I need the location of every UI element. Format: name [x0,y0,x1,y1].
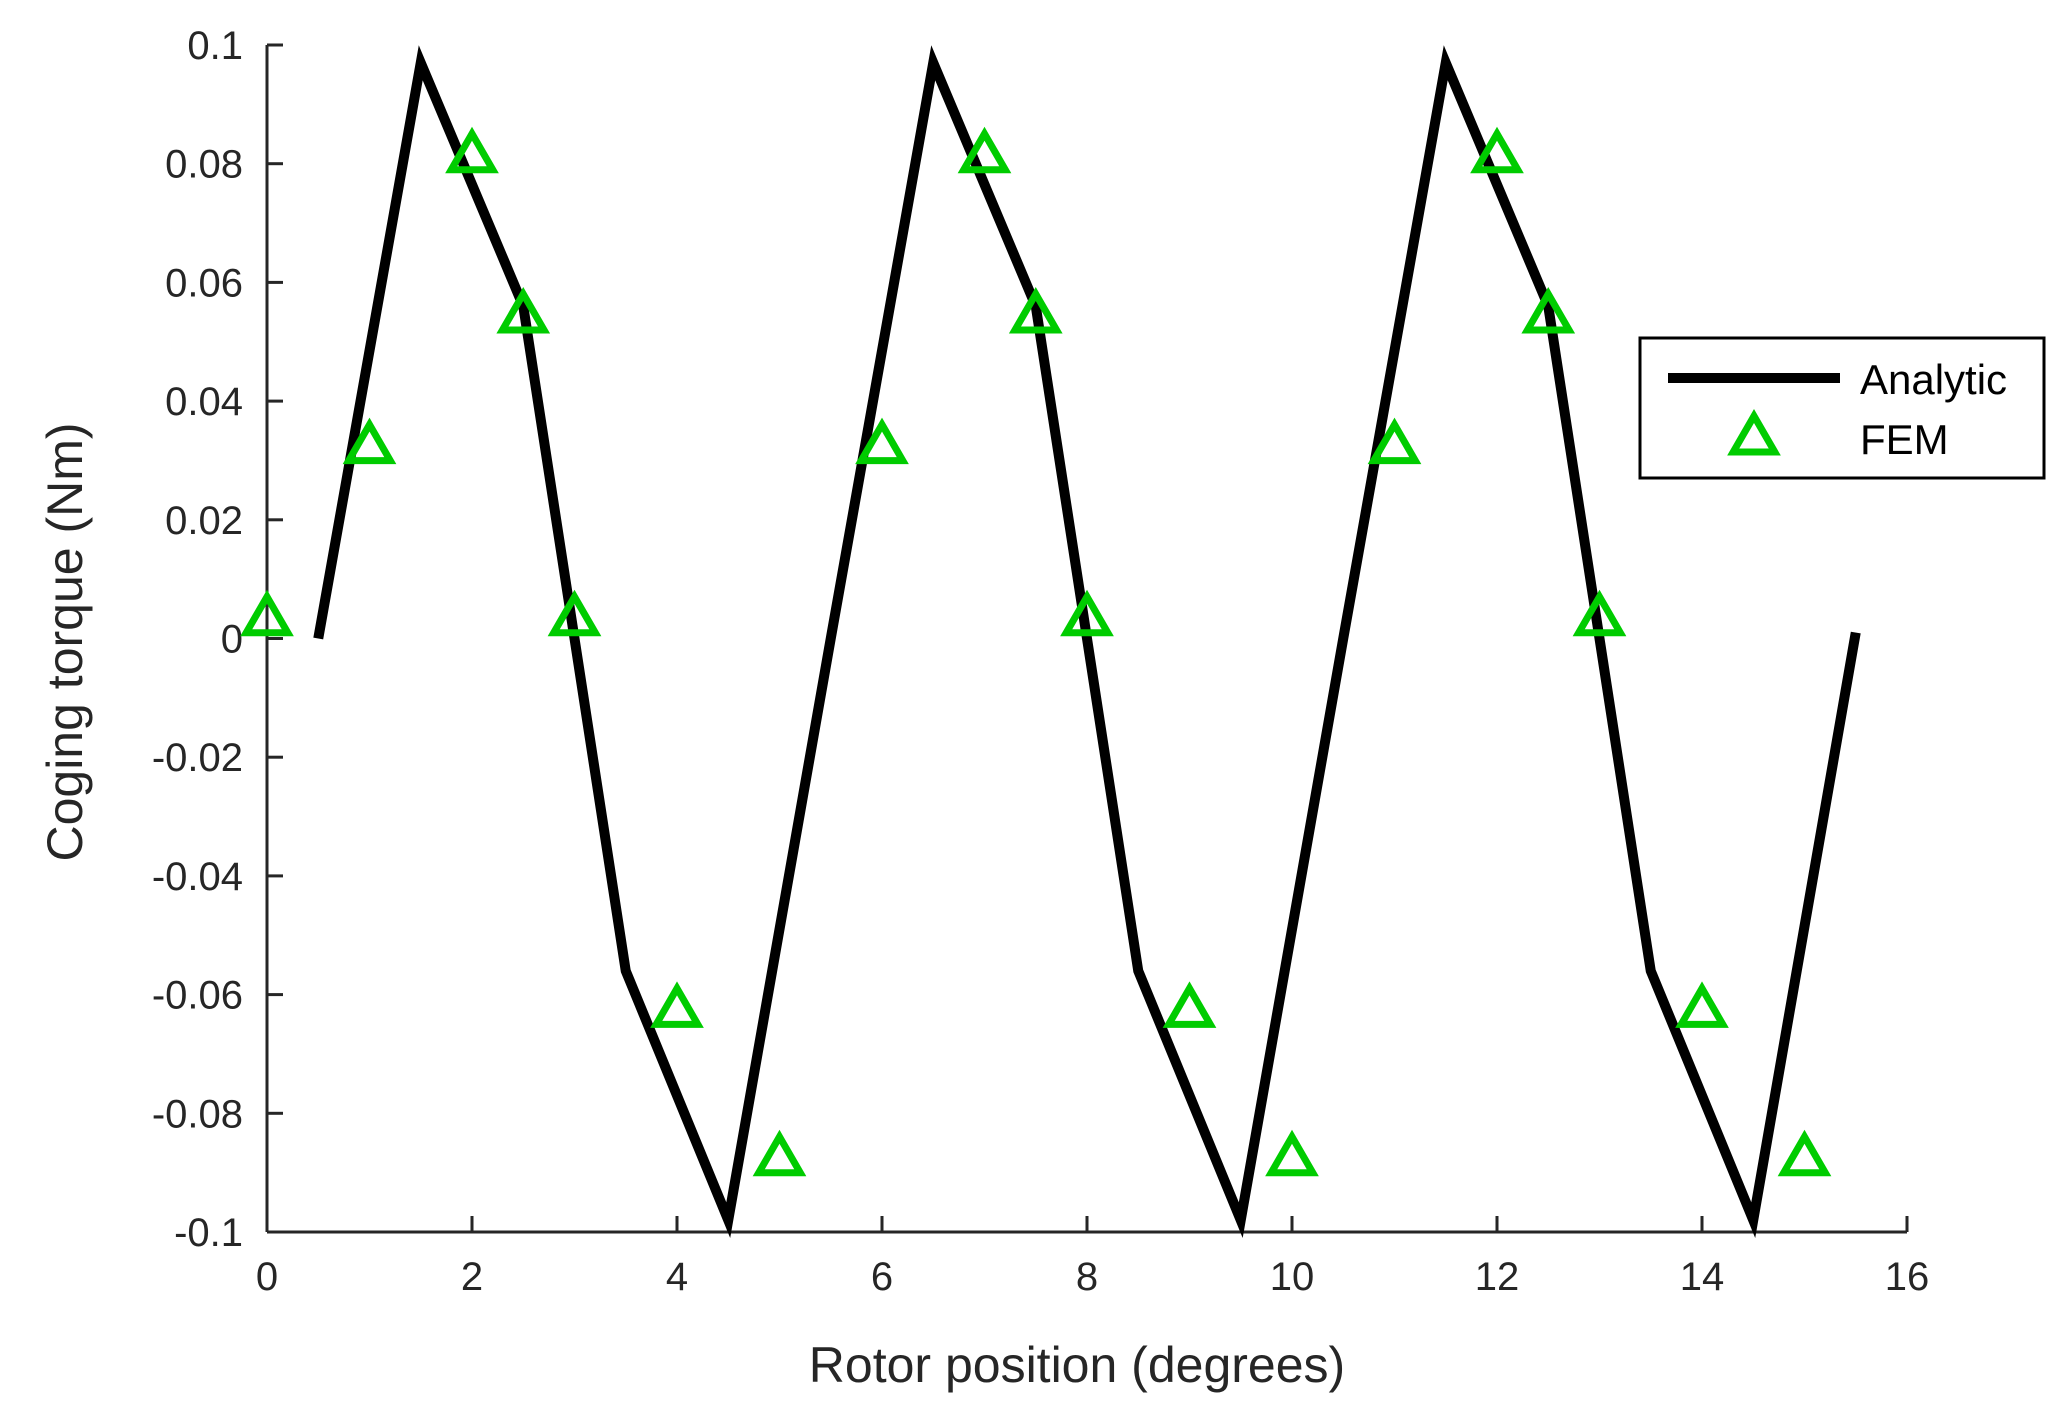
data-point-fem [1162,981,1217,1028]
y-tick-label: 0.04 [165,380,243,424]
y-axis-ticks: -0.1 -0.08 -0.06 -0.04 -0.02 0 0.02 0.04 0.06 0.0… [152,24,283,1255]
x-tick-label: 6 [871,1255,893,1299]
data-point-fem [1675,981,1729,1028]
plot-area [240,45,1861,1239]
x-tick-label: 8 [1076,1255,1098,1299]
y-tick-label: -0.04 [152,855,243,899]
legend: Analytic FEM [1638,336,2046,480]
data-point-fem [1060,589,1114,637]
x-tick-label: 16 [1885,1255,1930,1299]
data-point-fem [240,589,294,637]
y-tick-label: -0.02 [152,736,243,780]
y-tick-label: 0.06 [165,261,243,305]
axes [265,45,1907,1234]
y-tick-label: 0.08 [165,143,243,187]
data-point-fem [547,589,602,637]
data-point-fem [855,417,909,465]
y-tick-label: 0 [221,618,243,662]
legend-marker-fem [1727,408,1781,456]
y-tick-label: 0.02 [165,499,243,543]
data-point-fem [1572,589,1627,637]
y-tick-label: -0.06 [152,974,243,1018]
y-tick-label: 0.1 [187,24,243,68]
data-point-fem [1367,417,1422,465]
x-axis-label: Rotor position (degrees) [809,1337,1345,1393]
x-tick-label: 2 [461,1255,483,1299]
data-point-fem [1008,287,1063,334]
x-tick-label: 4 [666,1255,688,1299]
data-point-fem [1521,287,1576,334]
data-point-fem [496,287,551,334]
data-point-fem [957,126,1012,174]
legend-label-fem: FEM [1860,416,1949,463]
data-point-fem [650,981,704,1028]
data-point-fem [1470,126,1524,174]
legend-box [1638,336,2046,480]
legend-label-analytic: Analytic [1860,356,2007,403]
data-point-fem [342,417,397,465]
data-point-fem [1777,1129,1832,1177]
x-tick-label: 0 [256,1255,278,1299]
data-point-fem [752,1129,807,1177]
y-tick-label: -0.1 [174,1211,243,1255]
x-axis-ticks: 0 2 4 6 8 10 12 14 16 [256,1216,1929,1299]
x-tick-label: 10 [1270,1255,1315,1299]
y-axis-label: Coging torque (Nm) [37,422,93,861]
x-tick-label: 14 [1680,1255,1725,1299]
data-point-fem [1265,1129,1319,1177]
series-line-analytic [313,45,1861,1239]
data-point-fem [445,126,499,174]
y-tick-label: -0.08 [152,1092,243,1136]
x-tick-label: 12 [1475,1255,1520,1299]
